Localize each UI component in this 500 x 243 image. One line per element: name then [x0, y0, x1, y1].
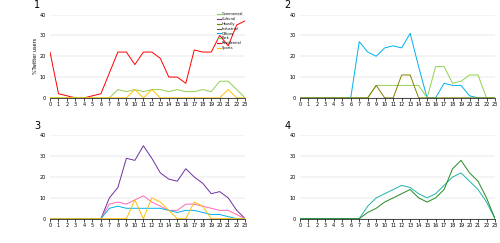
Text: 1: 1	[34, 0, 40, 10]
Y-axis label: %Twitter users: %Twitter users	[33, 38, 38, 74]
Text: 2: 2	[284, 0, 290, 10]
Text: 4: 4	[284, 121, 290, 131]
Text: 3: 3	[34, 121, 40, 131]
Legend: Commercial, Cultural, Haustly, Industrial, Offices, Park, Residential, Sports: Commercial, Cultural, Haustly, Industria…	[216, 12, 244, 50]
